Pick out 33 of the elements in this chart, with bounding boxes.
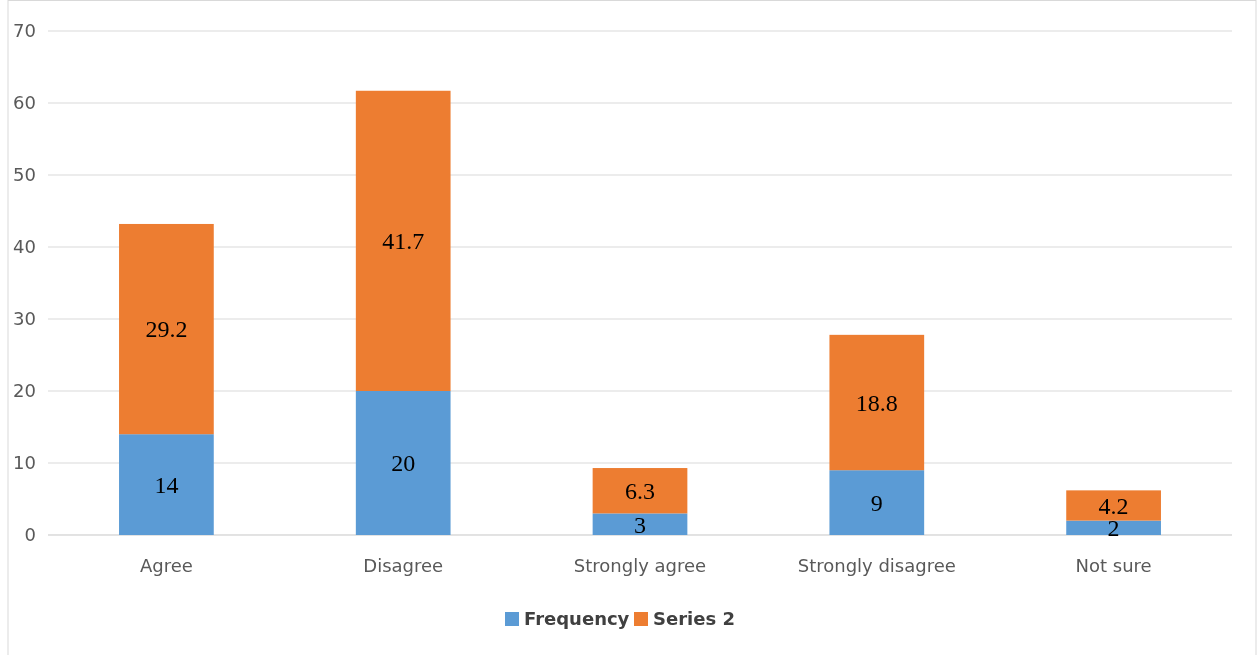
legend-label: Series 2 [653,608,735,630]
y-tick-label: 60 [13,92,36,114]
x-tick-label: Disagree [363,555,444,577]
bar [1066,490,1161,521]
data-label: 6.3 [625,478,655,505]
x-tick-label: Agree [139,555,193,577]
y-tick-label: 70 [13,20,36,42]
bar [355,90,451,391]
bar [355,391,451,535]
data-label: 20 [391,450,416,477]
data-label: 9 [870,490,883,516]
bar [829,470,925,535]
bar [119,223,214,435]
bar [829,334,925,471]
x-tick-label: Strongly disagree [797,555,956,577]
y-tick-label: 10 [13,452,36,474]
y-tick-label: 20 [13,380,36,402]
bar [592,513,688,535]
data-label: 29.2 [145,316,188,343]
x-tick-label: Strongly agree [573,555,707,577]
y-tick-label: 30 [13,308,36,330]
bar [119,434,214,535]
y-tick-label: 40 [13,236,36,258]
legend-label: Frequency [524,608,630,630]
y-tick-label: 0 [24,524,36,546]
data-label: 41.7 [382,228,425,255]
data-label: 3 [634,511,646,538]
y-tick-label: 50 [13,164,36,186]
bar [1066,520,1161,535]
data-label: 18.8 [855,389,898,416]
x-tick-label: Not sure [1075,555,1152,577]
bar [592,468,688,514]
data-label: 14 [154,472,179,498]
